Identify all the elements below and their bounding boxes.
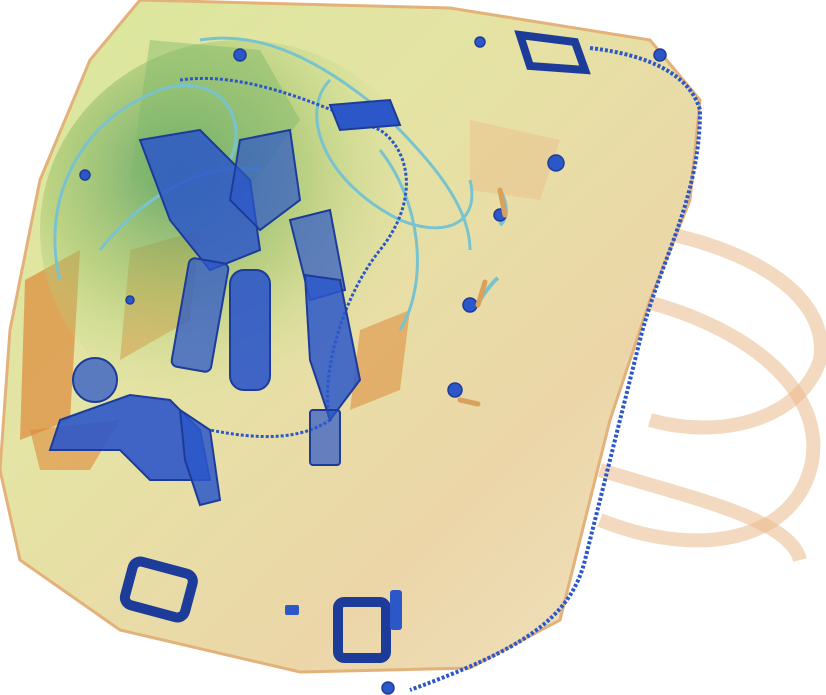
safety-pins (457, 187, 508, 407)
bag-straps (597, 223, 826, 563)
zipper-line (409, 46, 703, 692)
buckles (119, 556, 391, 663)
inner-zipper (179, 77, 408, 439)
buckle-parts (285, 590, 402, 630)
dense-objects (48, 30, 591, 507)
